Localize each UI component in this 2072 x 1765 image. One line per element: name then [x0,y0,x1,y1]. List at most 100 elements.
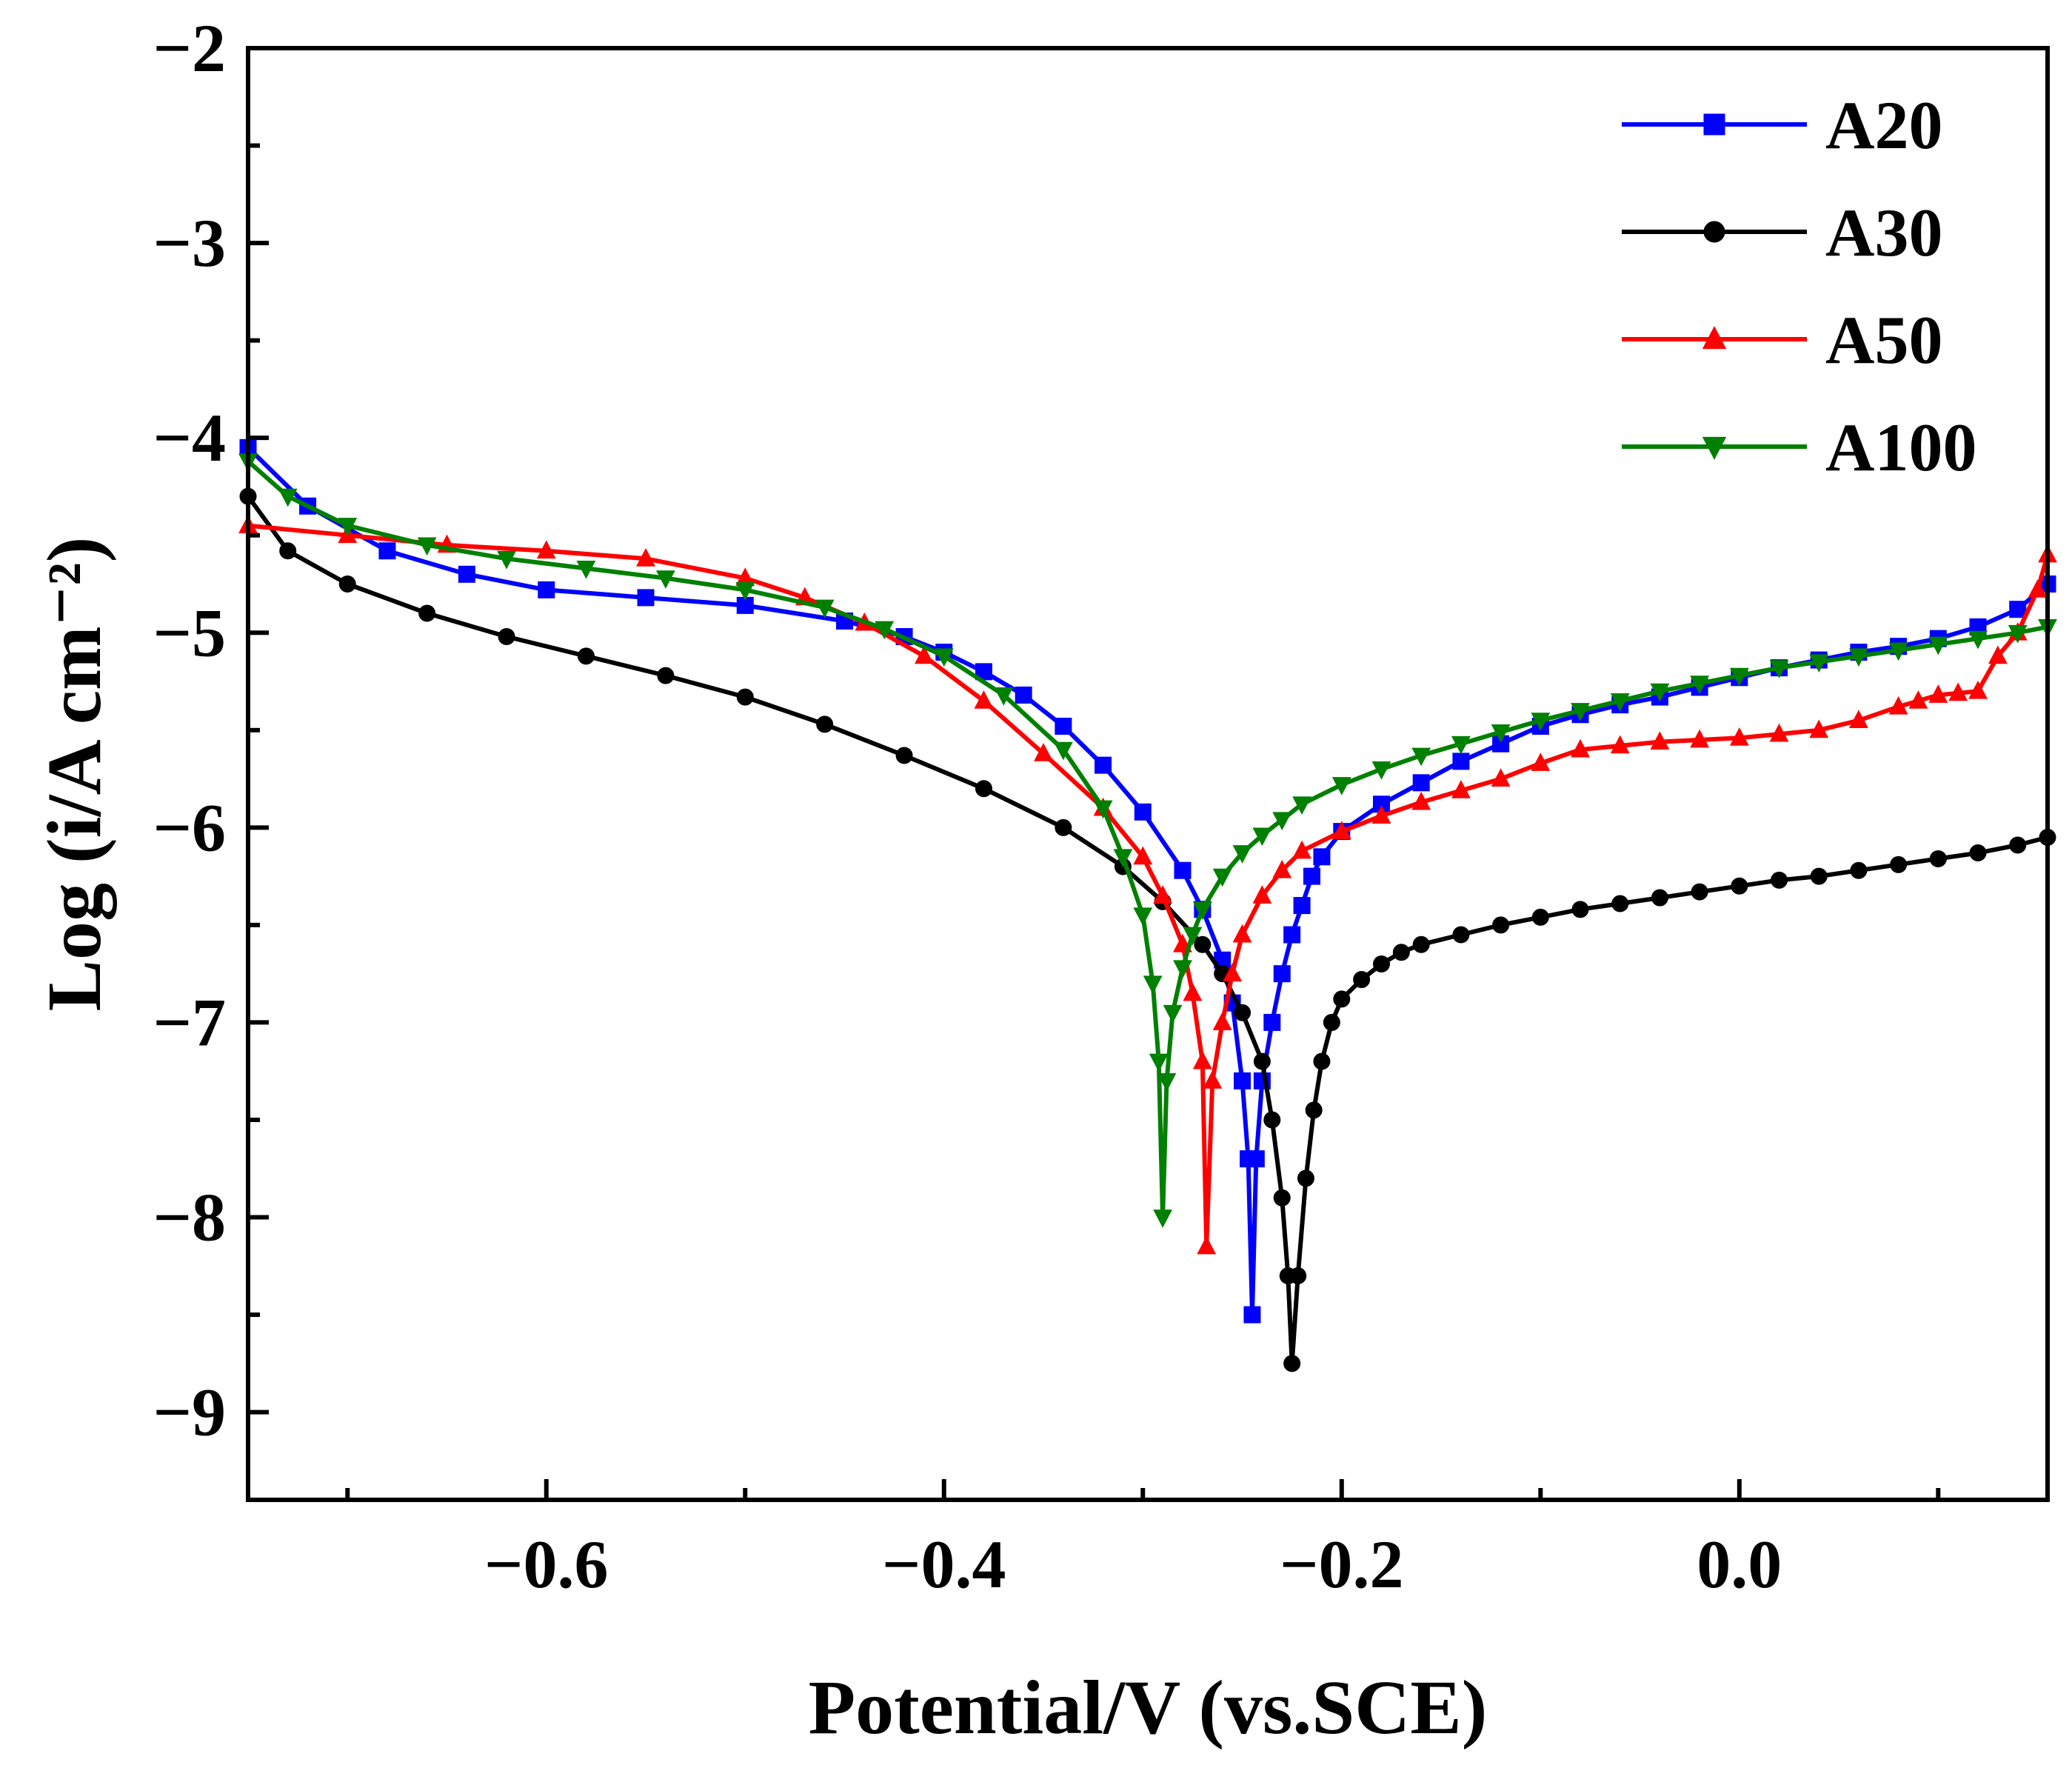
data-point-a100 [1113,849,1133,868]
data-point-a30 [498,628,515,646]
data-point-a100 [1292,796,1312,815]
y-tick-label: −4 [153,400,226,476]
data-point-a100 [1133,907,1153,927]
data-point-a20 [1134,803,1152,821]
data-point-a20 [1293,897,1311,915]
data-point-a30 [338,575,356,593]
data-point-a30 [1412,935,1430,953]
y-axis-title: Log (i/A cm⁻²) [32,537,117,1012]
data-point-a100 [815,599,835,618]
series-a30 [239,487,2056,1372]
data-point-a50 [1153,885,1173,904]
data-point-a30 [577,647,595,665]
data-point-a100 [1610,693,1630,712]
data-point-a50 [1988,645,2008,664]
data-point-a50 [1212,1012,1232,1030]
series-line-a30 [246,494,2050,1366]
data-point-a30 [279,542,297,560]
data-point-a30 [1253,1052,1271,1070]
data-point-a100 [1149,1053,1169,1072]
data-point-a20 [2009,601,2027,618]
data-point-a50 [1034,743,1053,761]
data-point-a20 [1234,1072,1251,1090]
data-point-a30 [2009,836,2027,854]
legend-swatch-marker [1702,326,1727,350]
legend: A20 A30 A50 A100 [1622,87,1976,485]
data-point-a100 [1809,654,1829,673]
data-point-a100 [1968,630,1988,650]
data-point-a30 [1313,1052,1331,1070]
data-point-a50 [1411,791,1431,810]
data-point-a50 [1451,780,1471,798]
data-point-a100 [1163,1004,1183,1024]
data-point-a100 [1769,660,1789,678]
data-point-a30 [895,747,913,764]
data-point-a100 [1411,747,1431,767]
data-point-a30 [1571,901,1589,918]
data-point-a100 [1232,845,1252,864]
data-point-a20 [1412,774,1430,792]
data-point-a100 [994,687,1014,706]
data-point-a100 [934,648,954,667]
data-point-a20 [1243,1306,1261,1324]
data-point-a30 [1969,844,1987,862]
legend-swatch-marker [1703,113,1725,136]
data-point-a100 [1143,975,1163,995]
data-point-a100 [1848,648,1868,667]
data-point-a100 [1491,724,1511,743]
data-point-a20 [1313,848,1331,866]
data-point-a30 [1731,877,1748,895]
data-point-a100 [1272,812,1292,831]
data-point-a50 [1203,1070,1223,1089]
data-point-a30 [1305,1101,1323,1119]
legend-swatch-marker [1703,221,1725,243]
data-point-a20 [378,542,396,560]
data-point-a100 [1650,683,1670,702]
data-point-a50 [636,548,655,567]
data-point-a30 [1055,818,1072,836]
x-axis-ticks: −0.6 −0.4 −0.2 0.0 [345,1479,1941,1602]
data-point-a30 [1771,871,1788,889]
data-point-a100 [1451,735,1471,755]
data-point-a50 [1690,729,1710,748]
data-point-a30 [1323,1013,1340,1031]
data-point-a100 [1157,1072,1177,1092]
data-point-a50 [1197,1235,1217,1255]
data-point-a50 [1888,695,1908,715]
data-point-a30 [1392,944,1410,961]
data-point-a30 [1273,1189,1291,1207]
y-tick-label: −6 [153,790,226,865]
data-point-a100 [338,518,358,536]
legend-item-a30: A30 [1622,195,1942,270]
data-point-a30 [1929,850,1947,867]
data-point-a100 [2008,624,2028,644]
data-point-a30 [418,604,436,622]
data-point-a20 [1095,756,1112,774]
data-point-a30 [1850,861,1868,879]
y-tick-label: −7 [153,984,226,1060]
data-point-a30 [1372,955,1390,973]
data-point-a50 [1848,710,1868,729]
data-point-a100 [655,570,675,589]
legend-label: A100 [1825,410,1976,485]
axes-frame [246,46,2050,1502]
data-point-a100 [497,550,516,570]
data-point-a50 [1183,982,1203,1001]
data-point-a100 [1531,713,1551,731]
data-point-a20 [1055,718,1072,735]
data-point-a20 [1263,1013,1281,1031]
data-point-a20 [1273,965,1291,983]
data-point-a30 [975,780,992,798]
data-point-a50 [2028,579,2048,598]
data-point-a100 [1192,901,1212,921]
legend-swatch-marker [1702,436,1727,460]
data-point-a100 [875,621,895,640]
data-point-a100 [1053,741,1073,761]
data-point-a20 [458,565,475,583]
legend-label: A50 [1825,302,1942,378]
data-point-a30 [1283,1355,1301,1372]
legend-item-a100: A100 [1622,410,1976,485]
data-point-a100 [1173,960,1192,979]
series-a50 [238,515,2057,1255]
data-point-a50 [1928,684,1948,703]
